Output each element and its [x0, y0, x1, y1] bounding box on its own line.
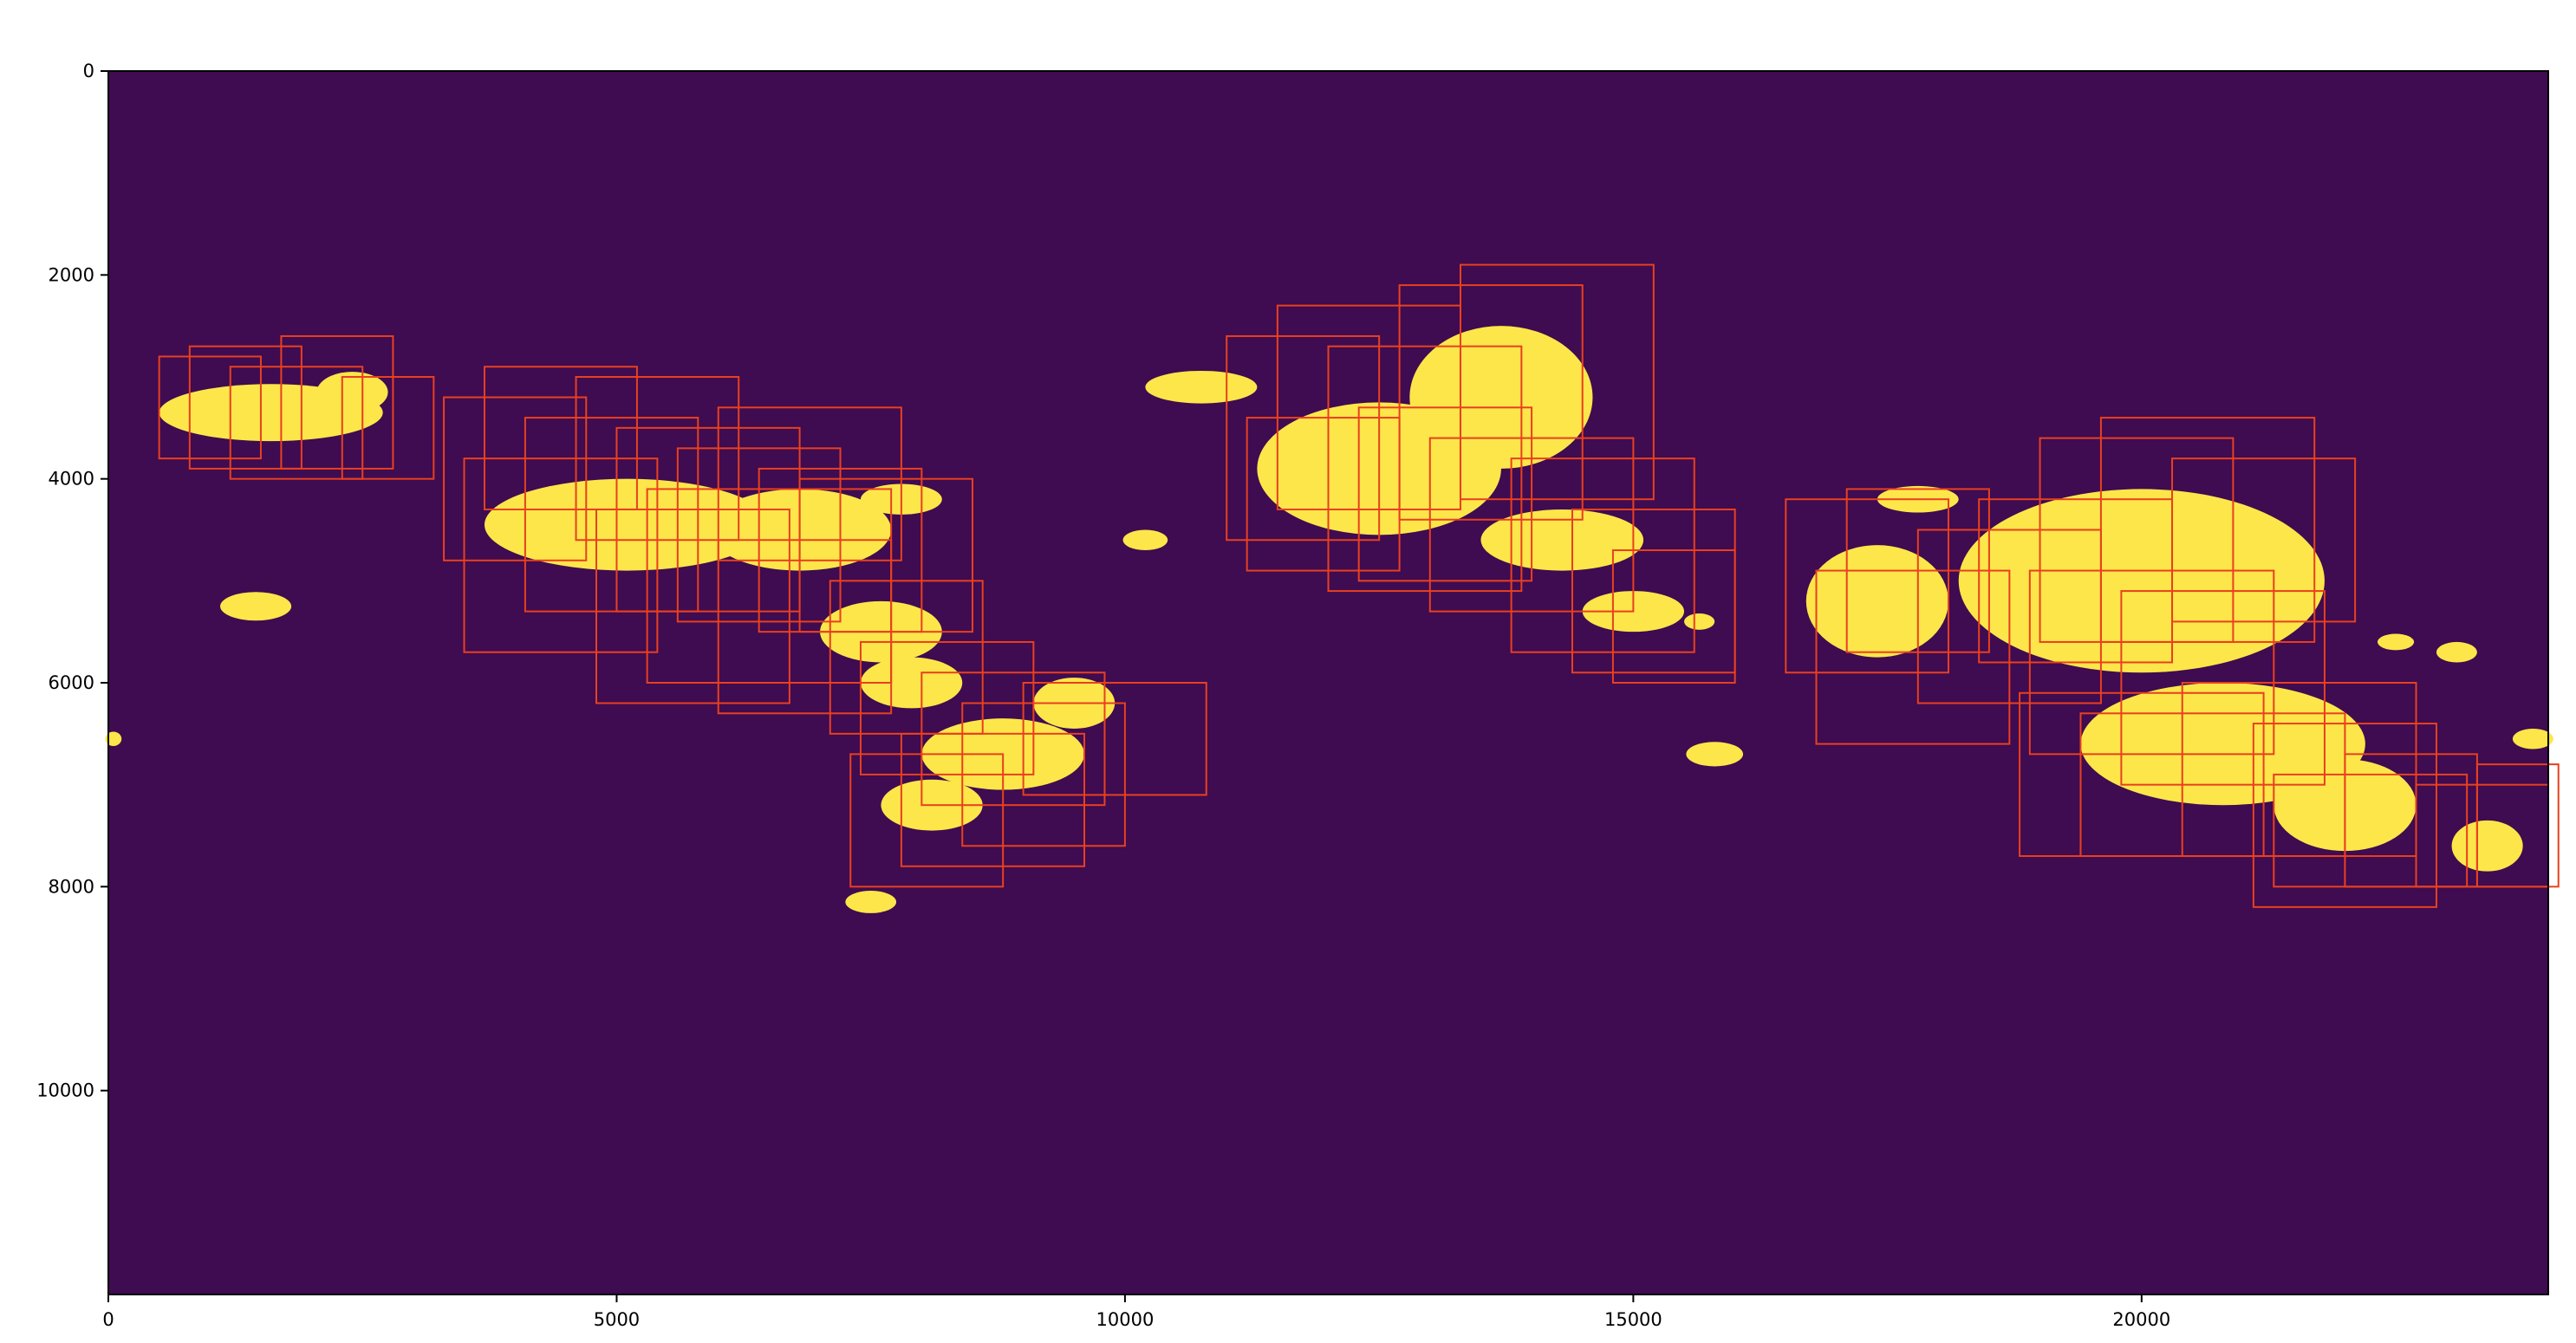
bounding-box: [1398, 284, 1584, 521]
mask-region: [2436, 641, 2477, 663]
mask-region: [2512, 728, 2553, 749]
bounding-box: [1022, 682, 1207, 796]
bounding-box: [849, 753, 1005, 888]
bounding-box: [463, 457, 659, 653]
y-tick-label: 6000: [49, 672, 94, 693]
bounding-box: [1815, 569, 2011, 745]
mask-region: [845, 891, 897, 913]
mask-region: [1122, 529, 1168, 551]
bounding-box: [1327, 345, 1523, 593]
bounding-box: [229, 366, 364, 480]
bounding-box: [2028, 569, 2275, 756]
bounding-box: [859, 640, 1035, 775]
y-tick-label: 4000: [49, 469, 94, 490]
mask-region: [316, 372, 388, 413]
bounding-box: [2252, 723, 2437, 908]
bounding-box: [798, 477, 973, 633]
bounding-box: [188, 345, 302, 470]
mask-region: [1480, 509, 1644, 571]
bounding-box: [483, 366, 638, 510]
bounding-box-layer: [158, 263, 2560, 908]
x-axis: 0 5000 10000 15000 20000: [102, 1294, 2170, 1330]
bounding-box: [1459, 263, 1655, 501]
bounding-box: [1226, 334, 1381, 542]
mask-region: [1686, 742, 1744, 767]
bounding-box: [524, 417, 699, 613]
bounding-box: [1510, 457, 1695, 653]
bounding-box: [1246, 417, 1401, 572]
bounding-box: [1357, 406, 1533, 582]
mask-region: [1684, 613, 1715, 630]
bounding-box: [443, 396, 588, 561]
bounding-box: [158, 355, 262, 460]
bounding-box: [2181, 682, 2417, 858]
mask-region: [220, 592, 292, 621]
bounding-box: [280, 334, 394, 470]
plot-area: [105, 70, 2560, 1295]
mask-region: [2377, 633, 2415, 651]
x-tick-label: 15000: [1604, 1309, 1662, 1330]
bounding-box: [2099, 417, 2316, 643]
y-tick-label: 10000: [36, 1080, 94, 1101]
y-tick-label: 8000: [49, 876, 94, 897]
y-tick-label: 0: [83, 61, 94, 81]
x-tick-label: 10000: [1096, 1309, 1155, 1330]
x-tick-label: 0: [102, 1309, 114, 1330]
bounding-box: [2475, 763, 2560, 888]
x-tick-label: 5000: [594, 1309, 640, 1330]
y-tick-label: 2000: [49, 264, 94, 285]
bounding-box: [961, 702, 1126, 847]
bounding-box: [595, 508, 790, 704]
mask-region: [1805, 545, 1948, 658]
bounding-box: [1611, 549, 1736, 684]
y-axis: 0 2000 4000 6000 8000 10000: [36, 61, 108, 1101]
mask-region: [1145, 370, 1258, 404]
bounding-box: [717, 406, 902, 561]
bounding-box: [717, 539, 893, 715]
bounding-box: [1785, 498, 1949, 674]
bounding-box: [2120, 590, 2326, 786]
bounding-box: [1428, 437, 1635, 613]
mask-region: [860, 657, 963, 709]
image-background: [108, 71, 2548, 1294]
bounding-box: [341, 376, 435, 480]
bounding-box: [2171, 457, 2357, 623]
x-tick-label: 20000: [2112, 1309, 2170, 1330]
mask-region: [105, 731, 122, 746]
mask-region: [1958, 489, 2325, 673]
mask-region: [1409, 326, 1593, 469]
bounding-box: [920, 672, 1106, 807]
bounding-box: [900, 732, 1085, 867]
mask-region: [2451, 820, 2523, 872]
